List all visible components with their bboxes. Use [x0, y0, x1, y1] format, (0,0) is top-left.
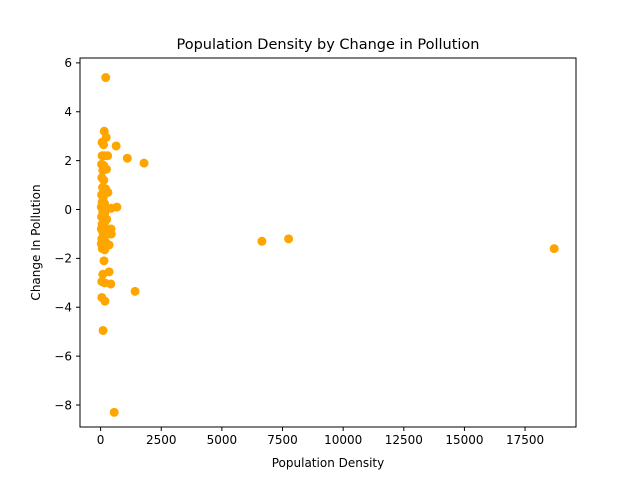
- data-point: [99, 175, 109, 185]
- x-tick-label: 5000: [207, 433, 238, 447]
- data-point: [104, 267, 114, 277]
- x-tick-label: 15000: [445, 433, 483, 447]
- data-point: [130, 286, 140, 296]
- data-point: [257, 236, 267, 246]
- x-axis-label: Population Density: [272, 456, 384, 470]
- data-point: [101, 164, 111, 174]
- y-tick-label: −2: [54, 252, 72, 266]
- x-tick-label: 7500: [267, 433, 298, 447]
- x-tick-label: 17500: [506, 433, 544, 447]
- x-tick-label: 12500: [385, 433, 423, 447]
- data-point: [106, 279, 116, 289]
- x-tick-label: 10000: [324, 433, 362, 447]
- y-axis-label: Change In Pollution: [29, 184, 43, 300]
- y-tick-label: 0: [64, 203, 72, 217]
- y-tick-label: 2: [64, 154, 72, 168]
- data-points: [96, 73, 559, 417]
- y-tick-label: 4: [64, 105, 72, 119]
- data-point: [98, 325, 108, 335]
- data-point: [99, 140, 109, 150]
- data-point: [100, 296, 110, 306]
- data-point: [284, 234, 294, 244]
- chart-title: Population Density by Change in Pollutio…: [177, 37, 480, 53]
- y-tick-label: −8: [54, 398, 72, 412]
- data-point: [122, 153, 132, 163]
- data-point: [109, 407, 119, 417]
- data-point: [106, 229, 116, 239]
- x-tick-label: 2500: [146, 433, 177, 447]
- x-axis-ticks: 0 2500 5000 7500 10000 12500 15000 17500: [97, 427, 544, 447]
- y-axis-ticks: −8 −6 −4 −2 0 2 4 6: [54, 56, 80, 412]
- data-point: [103, 151, 113, 161]
- x-tick-label: 0: [97, 433, 105, 447]
- plot-frame: [79, 57, 577, 428]
- data-point: [100, 245, 110, 255]
- data-point: [111, 141, 121, 151]
- data-point: [139, 158, 149, 168]
- data-point: [549, 244, 559, 254]
- y-tick-label: −4: [54, 301, 72, 315]
- data-point: [112, 202, 122, 212]
- y-tick-label: −6: [54, 349, 72, 363]
- data-point: [101, 73, 111, 83]
- data-point: [99, 256, 109, 266]
- y-tick-label: 6: [64, 56, 72, 70]
